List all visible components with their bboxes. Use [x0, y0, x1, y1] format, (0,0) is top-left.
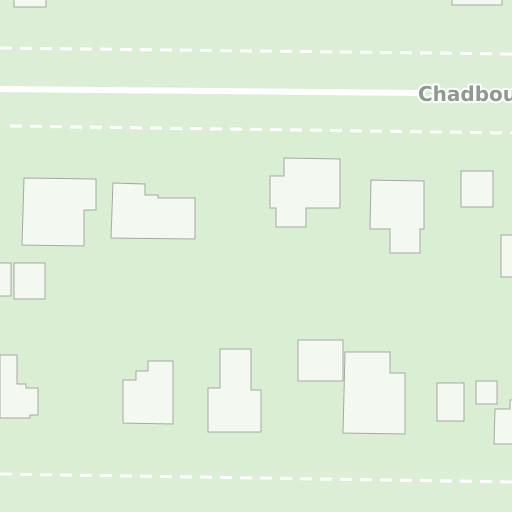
building	[436, 382, 465, 422]
building	[460, 170, 494, 208]
building	[493, 399, 512, 445]
street-chadbourne[interactable]	[0, 86, 426, 96]
building	[122, 360, 174, 425]
building	[500, 234, 512, 278]
building	[297, 339, 344, 382]
boundary-line	[0, 46, 512, 56]
building	[451, 0, 503, 6]
boundary-line	[9, 124, 512, 135]
building	[0, 262, 12, 297]
building	[342, 351, 406, 435]
building	[369, 179, 425, 254]
building	[207, 348, 262, 433]
boundary-line	[0, 472, 512, 484]
building	[13, 0, 47, 8]
building	[475, 380, 498, 405]
building	[0, 354, 39, 419]
building	[110, 182, 196, 240]
building	[13, 262, 46, 300]
building	[269, 157, 341, 228]
building	[21, 177, 97, 247]
street-label: Chadbou	[418, 82, 512, 106]
